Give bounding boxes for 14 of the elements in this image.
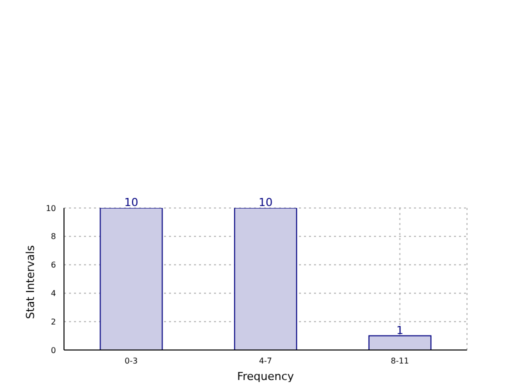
y-tick-label: 6 — [50, 260, 56, 270]
y-axis-title: Stat Intervals — [24, 245, 37, 319]
x-tick-label: 8-11 — [390, 356, 409, 366]
data-label: 1 — [396, 324, 404, 337]
x-axis-title: Frequency — [237, 370, 294, 383]
y-tick-label: 4 — [50, 289, 56, 298]
y-tick-label: 2 — [50, 317, 56, 326]
data-label: 10 — [124, 196, 138, 209]
data-label: 10 — [258, 196, 273, 209]
y-tick-label: 10 — [46, 204, 56, 213]
x-tick-label: 0-3 — [124, 356, 138, 366]
x-tick-label: 4-7 — [258, 356, 272, 366]
y-tick-label: 8 — [50, 232, 56, 242]
y-tick-label: 0 — [50, 346, 56, 355]
